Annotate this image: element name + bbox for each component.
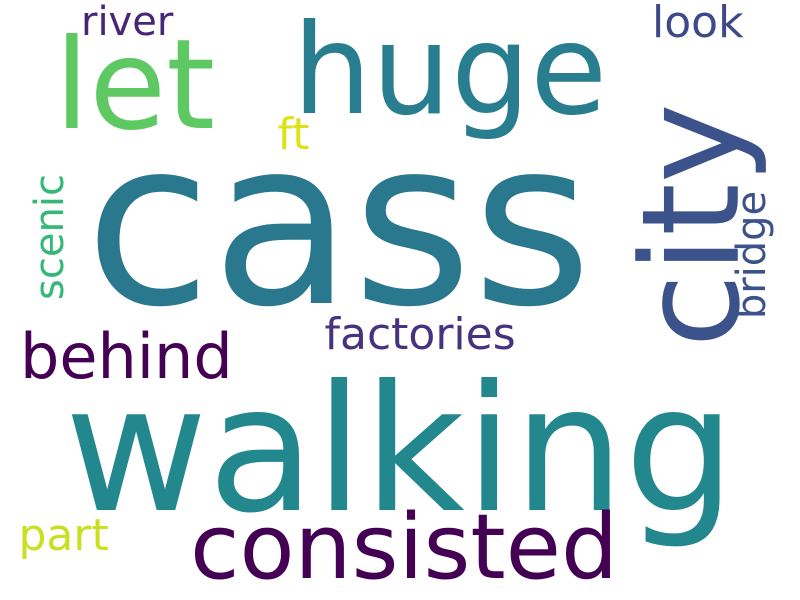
word-ft: ft	[277, 108, 310, 160]
word-cass: cass	[85, 91, 593, 358]
word-consisted: consisted	[190, 494, 619, 600]
word-factories: factories	[324, 308, 516, 360]
word-behind: behind	[20, 320, 233, 393]
word-scenic: scenic	[26, 173, 73, 300]
word-let: let	[54, 12, 216, 158]
word-river: river	[81, 0, 174, 45]
word-huge: huge	[292, 0, 608, 143]
word-walking: walking	[64, 348, 736, 552]
word-bridge: bridge	[728, 190, 775, 320]
word-look: look	[652, 0, 744, 48]
word-part: part	[18, 510, 109, 561]
